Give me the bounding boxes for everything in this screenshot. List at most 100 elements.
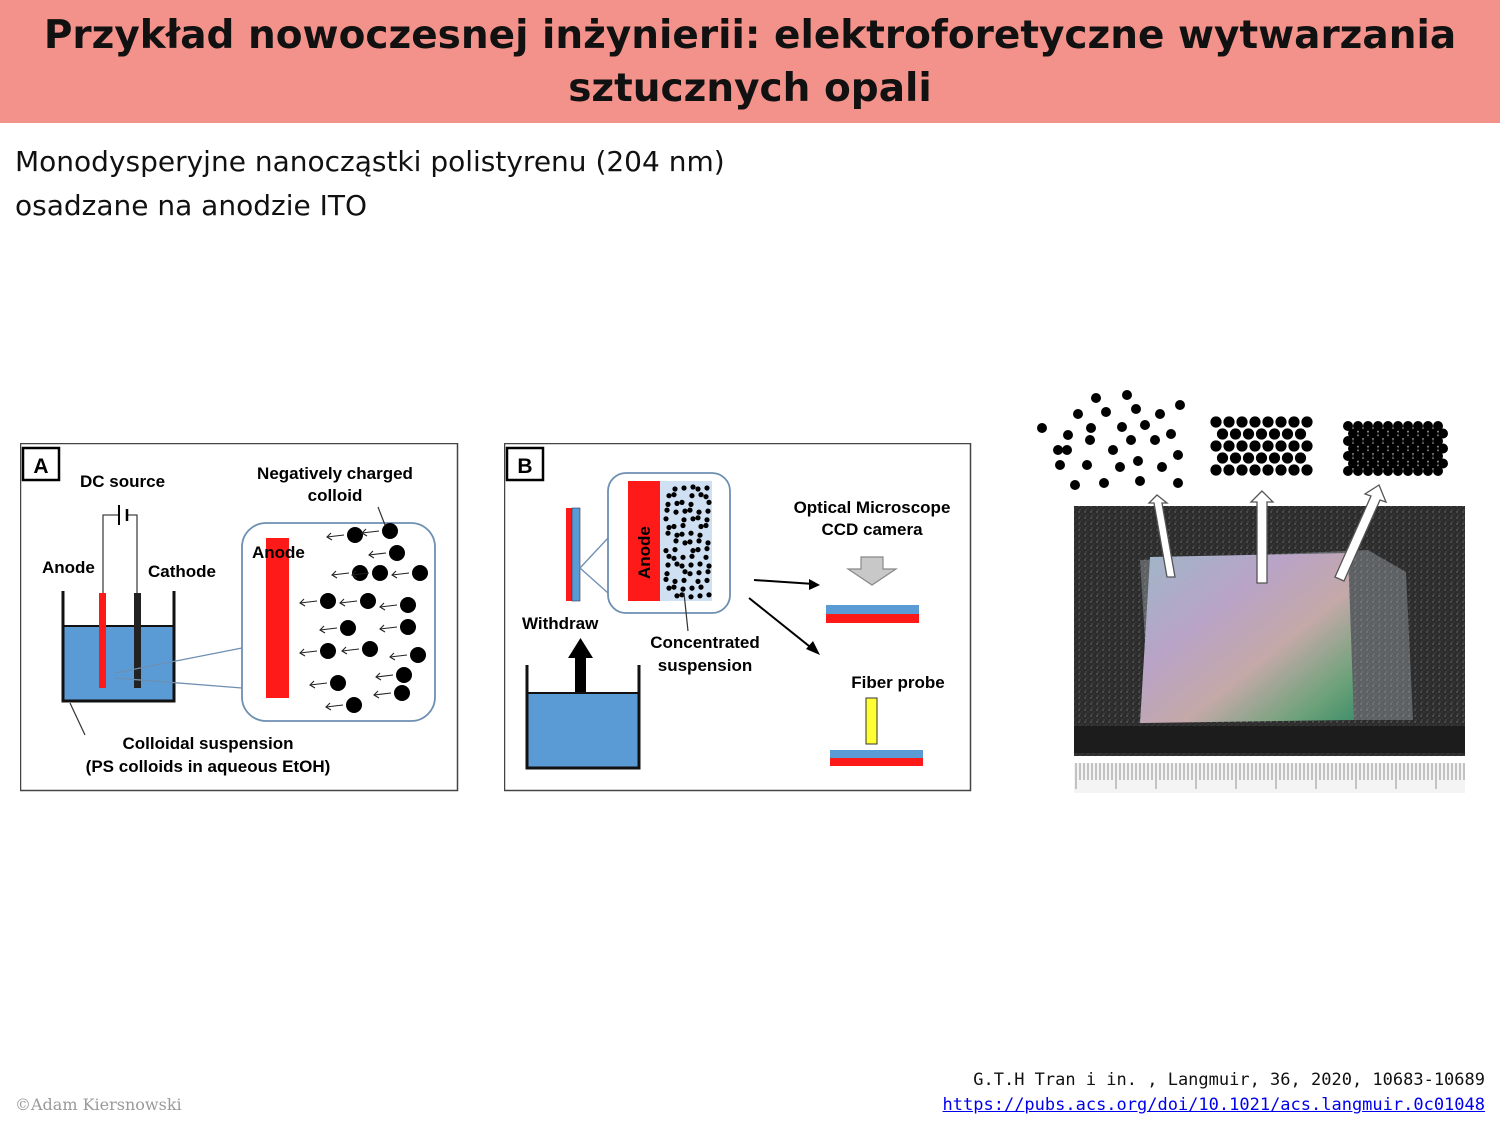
- dense-particle: [663, 548, 669, 554]
- disordered-particle: [1073, 409, 1083, 419]
- dense-packed-particle: [1353, 421, 1363, 431]
- dense-particle: [690, 516, 696, 522]
- dense-packed-particle: [1348, 458, 1358, 469]
- disordered-particle: [1091, 393, 1101, 403]
- anode-electrode: [99, 593, 106, 688]
- page-title-line-1: Przykład nowoczesnej inżynierii: elektro…: [43, 12, 1457, 58]
- concentrated-label-1: Concentrated: [650, 633, 760, 652]
- disordered-particle: [1173, 478, 1183, 488]
- dense-packed-particle: [1413, 436, 1423, 446]
- ordered-particle: [1236, 440, 1248, 452]
- ordered-particle: [1255, 452, 1268, 464]
- page-title-line-2: sztucznych opali: [568, 65, 932, 111]
- dense-particle: [689, 553, 695, 559]
- ordered-particle: [1255, 428, 1268, 440]
- dense-particle: [681, 485, 687, 491]
- dense-particle: [663, 576, 669, 582]
- dense-packed-particle: [1393, 436, 1403, 446]
- disordered-particle: [1037, 423, 1047, 433]
- dense-particle: [703, 494, 709, 500]
- dense-packed-particle: [1413, 451, 1423, 461]
- dense-packed-particle: [1343, 451, 1353, 461]
- dense-particle: [680, 522, 686, 529]
- zoom-anode-label: Anode: [252, 543, 305, 562]
- disordered-particle: [1150, 435, 1160, 445]
- concentrated-particles: [663, 484, 712, 600]
- dense-particle: [696, 509, 702, 515]
- dense-packed-particle: [1388, 443, 1398, 454]
- disordered-particle: [1101, 407, 1111, 417]
- dense-particle: [665, 562, 671, 568]
- fiber-probe-label: Fiber probe: [851, 673, 945, 692]
- colloid-particles: [299, 523, 428, 713]
- disordered-particle: [1063, 430, 1073, 440]
- dense-packed-particle: [1353, 466, 1363, 476]
- disordered-particle: [1070, 480, 1080, 490]
- dense-particle: [695, 578, 701, 584]
- disordered-particle: [1086, 423, 1096, 433]
- dense-particle: [674, 500, 680, 506]
- ordered-particle: [1223, 440, 1235, 452]
- ordered-particle: [1262, 416, 1274, 428]
- dense-packed-particle: [1358, 443, 1368, 454]
- ordered-particle: [1216, 428, 1229, 440]
- ordered-particle: [1229, 428, 1242, 440]
- withdraw-arrow-icon: [568, 638, 593, 658]
- colloid-particle: [389, 545, 405, 561]
- dense-packed-particle: [1428, 428, 1438, 439]
- ordered-particle: [1236, 464, 1248, 476]
- substrate-red: [566, 508, 572, 601]
- dense-particle: [687, 571, 693, 577]
- dense-particle: [666, 553, 672, 559]
- dense-packed-particle: [1353, 451, 1363, 461]
- dense-packed-particle: [1388, 458, 1398, 469]
- colloid-particle: [382, 523, 398, 539]
- panel-b-letter: B: [517, 455, 532, 478]
- dense-packed-particle: [1383, 466, 1393, 476]
- disordered-particle: [1166, 429, 1176, 439]
- ordered-particle: [1242, 452, 1255, 464]
- colloidal-suspension-label-2: (PS colloids in aqueous EtOH): [86, 757, 331, 776]
- ccd-camera-label: CCD camera: [821, 520, 923, 539]
- disordered-particle: [1155, 409, 1165, 419]
- ordered-particle: [1288, 440, 1300, 452]
- dense-packed-particle: [1363, 451, 1373, 461]
- disordered-particle: [1115, 462, 1125, 472]
- fiber-probe: [865, 697, 878, 745]
- dense-particle: [703, 554, 709, 560]
- dense-packed-particle: [1378, 443, 1388, 454]
- dense-particle: [698, 523, 704, 530]
- anode-label: Anode: [42, 558, 95, 577]
- dense-packed-particle: [1343, 466, 1353, 476]
- colloid-particle: [362, 641, 378, 657]
- dense-packed-particle: [1438, 458, 1448, 469]
- dense-particle: [681, 577, 687, 583]
- ordered-particle: [1275, 440, 1287, 452]
- ordered-particle: [1242, 428, 1255, 440]
- dc-battery-icon: [102, 505, 138, 593]
- dense-particle: [689, 493, 695, 499]
- ordered-particle: [1281, 428, 1294, 440]
- dense-particle: [682, 569, 688, 575]
- dense-packed-particle: [1403, 421, 1413, 431]
- dense-packed-particle: [1423, 466, 1433, 476]
- dense-particle: [696, 570, 702, 576]
- panel-b-letter-box: [505, 446, 545, 482]
- ordered-particle: [1275, 416, 1287, 428]
- sample-2-blue: [830, 750, 923, 758]
- dense-particle: [665, 530, 671, 536]
- ordered-particle: [1301, 464, 1313, 476]
- dense-particle: [705, 508, 711, 514]
- dense-particle: [682, 508, 688, 514]
- dense-packed-particle: [1378, 428, 1388, 439]
- ordered-particle: [1268, 452, 1281, 464]
- dense-particle: [695, 486, 701, 492]
- dense-packed-particle: [1383, 436, 1393, 446]
- ordered-particle: [1223, 416, 1235, 428]
- disordered-particle: [1173, 450, 1183, 460]
- dense-packed-particle: [1348, 428, 1358, 439]
- citation-link[interactable]: https://pubs.acs.org/doi/10.1021/acs.lan…: [942, 1095, 1485, 1115]
- dense-particle: [666, 585, 672, 591]
- dense-particle: [703, 522, 709, 529]
- cathode-electrode: [134, 593, 141, 688]
